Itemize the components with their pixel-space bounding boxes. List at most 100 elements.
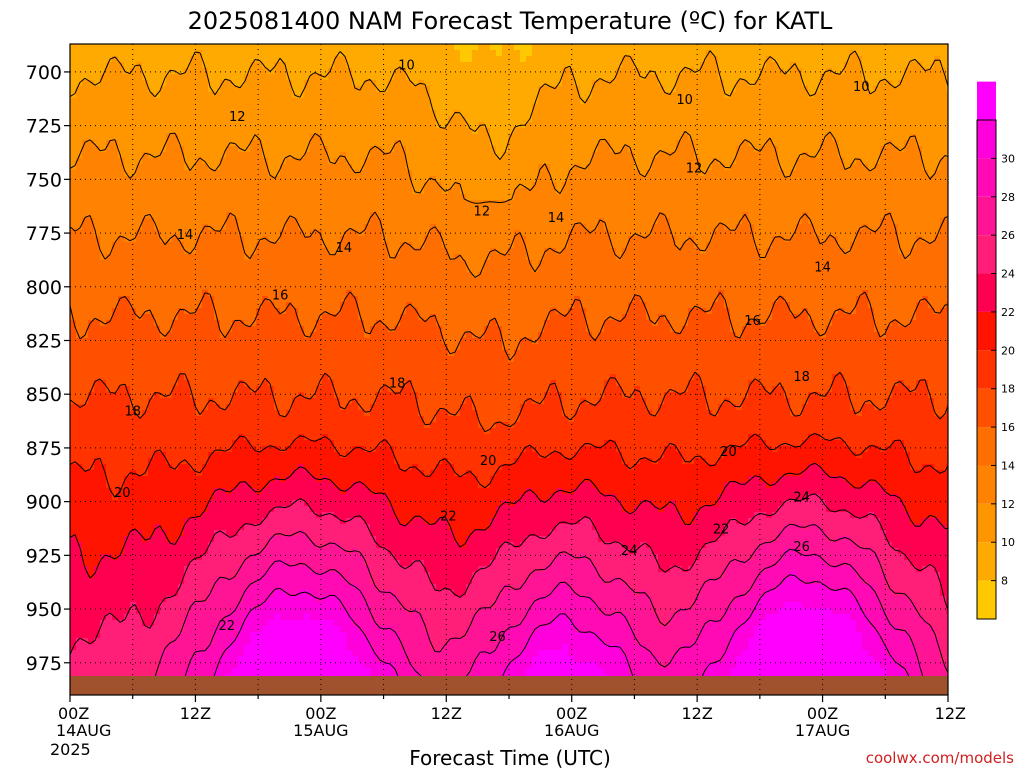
chart-title: 2025081400 NAM Forecast Temperature (ºC)… <box>188 7 833 35</box>
contour-line-26 <box>103 523 948 695</box>
terrain-band <box>70 676 948 695</box>
colorbar-label: 28 <box>1001 191 1015 204</box>
colorbar-bin <box>977 235 996 274</box>
x-tick-date: 15AUG <box>293 721 348 740</box>
contour-label: 26 <box>489 630 506 645</box>
x-tick-year: 2025 <box>50 740 91 759</box>
colorbar-label: 22 <box>1001 306 1015 319</box>
colorbar-bin <box>977 350 996 389</box>
colorbar-label: 18 <box>1001 383 1015 396</box>
x-tick-label: 00Z <box>305 704 336 723</box>
x-tick-label: 12Z <box>935 704 966 723</box>
y-tick-label: 800 <box>26 277 62 299</box>
colorbar-label: 12 <box>1001 498 1015 511</box>
contour-line-12 <box>70 130 948 204</box>
contour-label: 20 <box>114 486 131 501</box>
x-tick-label: 00Z <box>58 704 89 723</box>
contour-line-24 <box>70 493 948 656</box>
x-tick-date: 17AUG <box>795 721 850 740</box>
contour-line-22 <box>70 462 948 579</box>
contour-label: 26 <box>793 540 810 555</box>
colorbar-bin <box>977 158 996 197</box>
y-tick-label: 775 <box>26 223 62 245</box>
contour-label: 16 <box>272 288 289 303</box>
colorbar-frame <box>976 119 997 620</box>
colorbar-label: 26 <box>1001 229 1015 242</box>
colorbar-bin <box>977 542 996 581</box>
contour-label: 16 <box>744 314 761 329</box>
y-tick-label: 700 <box>26 62 62 84</box>
x-tick-label: 00Z <box>556 704 587 723</box>
contour-label: 20 <box>720 445 737 460</box>
x-axis-label: Forecast Time (UTC) <box>409 746 611 768</box>
x-tick-label: 12Z <box>431 704 462 723</box>
contour-label: 12 <box>229 110 246 125</box>
contour-label: 10 <box>398 58 415 73</box>
y-tick-label: 900 <box>26 492 62 514</box>
credit-text: coolwx.com/models <box>866 749 1014 767</box>
contour-label: 24 <box>621 544 638 559</box>
colorbar-label: 14 <box>1001 459 1015 472</box>
contour-label: 14 <box>814 260 831 275</box>
y-axis: 700 725 750 775 800 825 850 875 900 925 950 975 <box>26 62 70 675</box>
grid-lines <box>70 44 948 695</box>
colorbar-bin <box>977 388 996 428</box>
colorbar-bin <box>977 120 996 159</box>
x-tick-date: 16AUG <box>544 721 599 740</box>
y-tick-label: 725 <box>26 116 62 138</box>
x-tick-label: 00Z <box>807 704 838 723</box>
contour-label: 20 <box>480 454 497 469</box>
contour-label: 22 <box>440 510 457 525</box>
contour-label: 14 <box>336 241 353 256</box>
contour-label: 18 <box>124 404 141 419</box>
contour-line-16 <box>70 291 948 361</box>
contour-line-18 <box>70 371 948 433</box>
contour-label: 22 <box>713 523 730 538</box>
temperature-bands <box>70 44 948 695</box>
colorbar-label: 8 <box>1001 575 1008 588</box>
y-tick-label: 825 <box>26 330 62 352</box>
contour-line-14 <box>70 211 948 278</box>
x-tick-label: 12Z <box>180 704 211 723</box>
colorbar-bin <box>977 196 996 236</box>
y-tick-label: 850 <box>26 384 62 406</box>
contour-label: 18 <box>389 376 406 391</box>
contour-label: 14 <box>177 228 194 243</box>
y-tick-label: 975 <box>26 653 62 675</box>
colorbar-label: 30 <box>1001 152 1015 165</box>
contour-label: 12 <box>474 205 491 220</box>
contour-label: 18 <box>793 370 810 385</box>
contour-labels: 10 10 10 12 12 12 14 14 14 14 16 16 18 18 18 20 20 20 22 22… <box>114 58 870 645</box>
y-tick-label: 750 <box>26 169 62 191</box>
plot-area: 10 10 10 12 12 12 14 14 14 14 16 16 18 18 18 20 20 20 22 22… <box>69 43 949 696</box>
colorbar-label: 24 <box>1001 268 1015 281</box>
contour-line-28 <box>166 548 932 695</box>
colorbar-bin <box>977 273 996 312</box>
x-tick-label: 12Z <box>681 704 712 723</box>
y-tick-label: 925 <box>26 545 62 567</box>
contour-label: 10 <box>853 80 870 95</box>
contour-label: 12 <box>686 162 703 177</box>
contour-label: 22 <box>219 619 236 634</box>
colorbar-bin <box>977 81 996 120</box>
contour-line-10 <box>70 50 948 160</box>
colorbar-bin <box>977 580 996 619</box>
x-tick-date: 14AUG <box>56 721 111 740</box>
contour-label: 14 <box>548 211 565 226</box>
colorbar-label: 20 <box>1001 344 1015 357</box>
colorbar-label: 10 <box>1001 536 1015 549</box>
colorbar-bin <box>977 311 996 351</box>
contour-line-20 <box>70 433 948 498</box>
contour-label: 24 <box>793 490 810 505</box>
colorbar-bin <box>977 503 996 543</box>
colorbar-bin <box>977 465 996 504</box>
contour-label: 10 <box>676 93 693 108</box>
y-tick-label: 950 <box>26 599 62 621</box>
contour-lines <box>70 50 948 695</box>
y-tick-label: 875 <box>26 438 62 460</box>
colorbar-label: 16 <box>1001 421 1015 434</box>
colorbar: 8 10 12 14 16 18 20 22 24 26 28 30 <box>976 81 1015 620</box>
colorbar-bin <box>977 427 996 466</box>
